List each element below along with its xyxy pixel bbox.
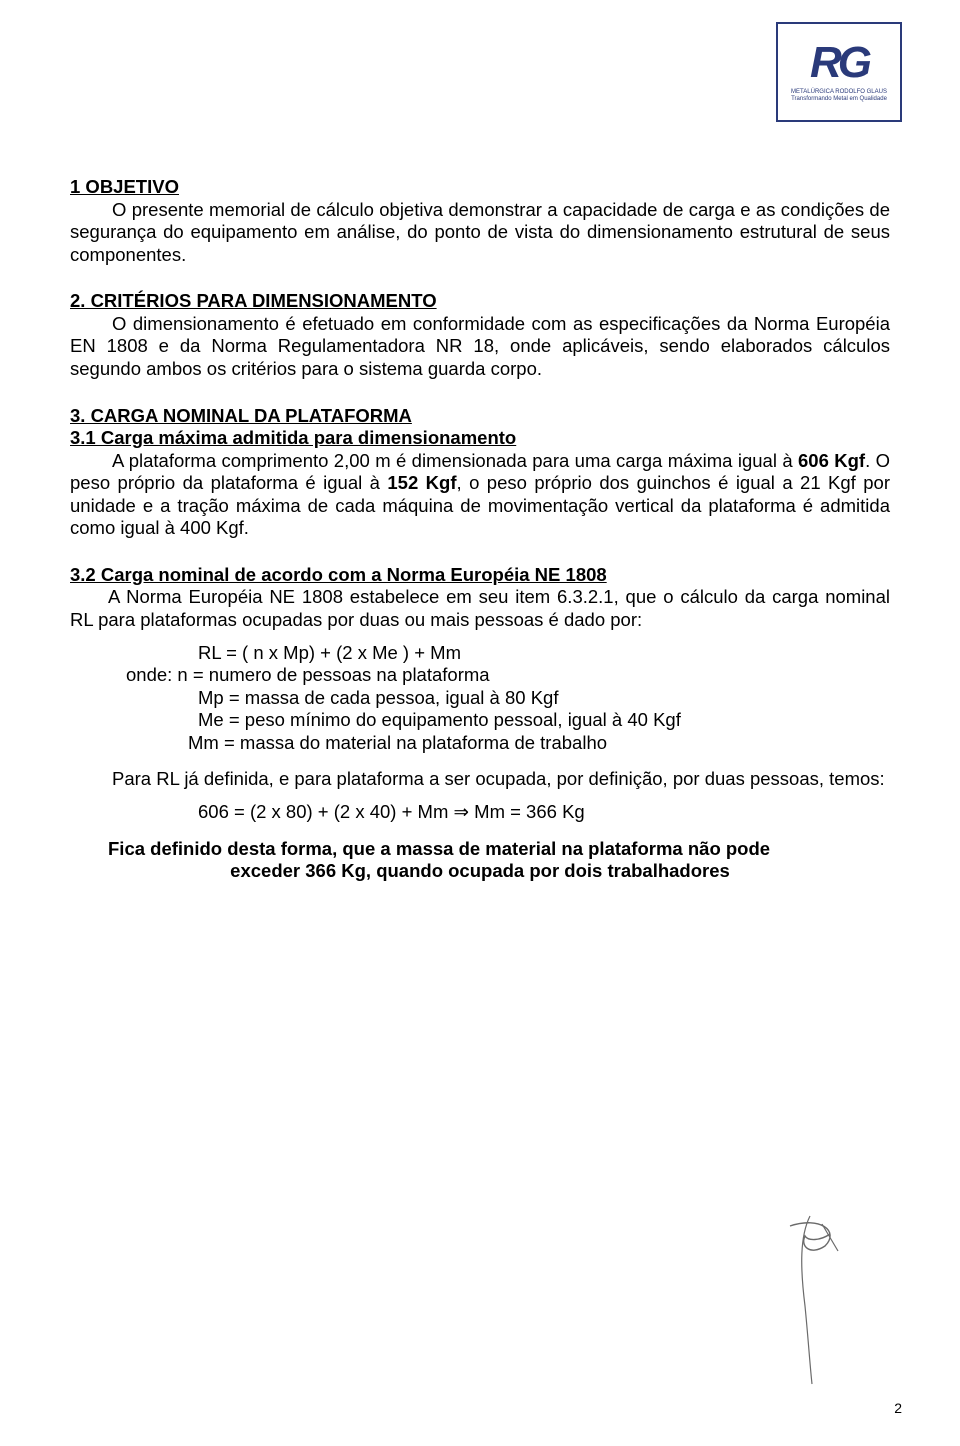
section-3-2-title: 3.2 Carga nominal de acordo com a Norma …	[70, 564, 890, 587]
company-logo: RG METALÚRGICA RODOLFO GLAUS Transforman…	[776, 22, 902, 122]
section-2: 2. CRITÉRIOS PARA DIMENSIONAMENTO O dime…	[70, 290, 890, 380]
section-1: 1 OBJETIVO O presente memorial de cálcul…	[70, 176, 890, 266]
conclusion-line-1: Fica definido desta forma, que a massa d…	[70, 838, 890, 861]
section-1-title: 1 OBJETIVO	[70, 176, 179, 197]
section-3-1-body: A plataforma comprimento 2,00 m é dimens…	[70, 450, 890, 540]
section-3-1-title: 3.1 Carga máxima admitida para dimension…	[70, 427, 890, 450]
page-number: 2	[894, 1400, 902, 1416]
section-2-body: O dimensionamento é efetuado em conformi…	[70, 313, 890, 381]
para-rl-defined: Para RL já definida, e para plataforma a…	[70, 768, 890, 791]
where-me: Me = peso mínimo do equipamento pessoal,…	[70, 709, 890, 732]
signature-mark	[750, 1206, 870, 1386]
formula-rl: RL = ( n x Mp) + (2 x Me ) + Mm	[70, 642, 890, 665]
section-3-2-intro: A Norma Européia NE 1808 estabelece em s…	[70, 586, 890, 631]
document-content: 1 OBJETIVO O presente memorial de cálcul…	[70, 176, 890, 883]
section-2-title: 2. CRITÉRIOS PARA DIMENSIONAMENTO	[70, 290, 437, 311]
logo-initials: RG	[810, 41, 868, 85]
section-3: 3. CARGA NOMINAL DA PLATAFORMA 3.1 Carga…	[70, 405, 890, 883]
conclusion-line-2: exceder 366 Kg, quando ocupada por dois …	[70, 860, 890, 883]
section-1-body: O presente memorial de cálculo objetiva …	[70, 199, 890, 267]
where-mp: Mp = massa de cada pessoa, igual à 80 Kg…	[70, 687, 890, 710]
section-3-title: 3. CARGA NOMINAL DA PLATAFORMA	[70, 405, 890, 428]
logo-subtitle: METALÚRGICA RODOLFO GLAUS Transformando …	[791, 89, 887, 103]
where-n: onde: n = numero de pessoas na plataform…	[70, 664, 890, 687]
calc-line: 606 = (2 x 80) + (2 x 40) + Mm ⇒ Mm = 36…	[70, 801, 890, 824]
where-mm: Mm = massa do material na plataforma de …	[70, 732, 890, 755]
